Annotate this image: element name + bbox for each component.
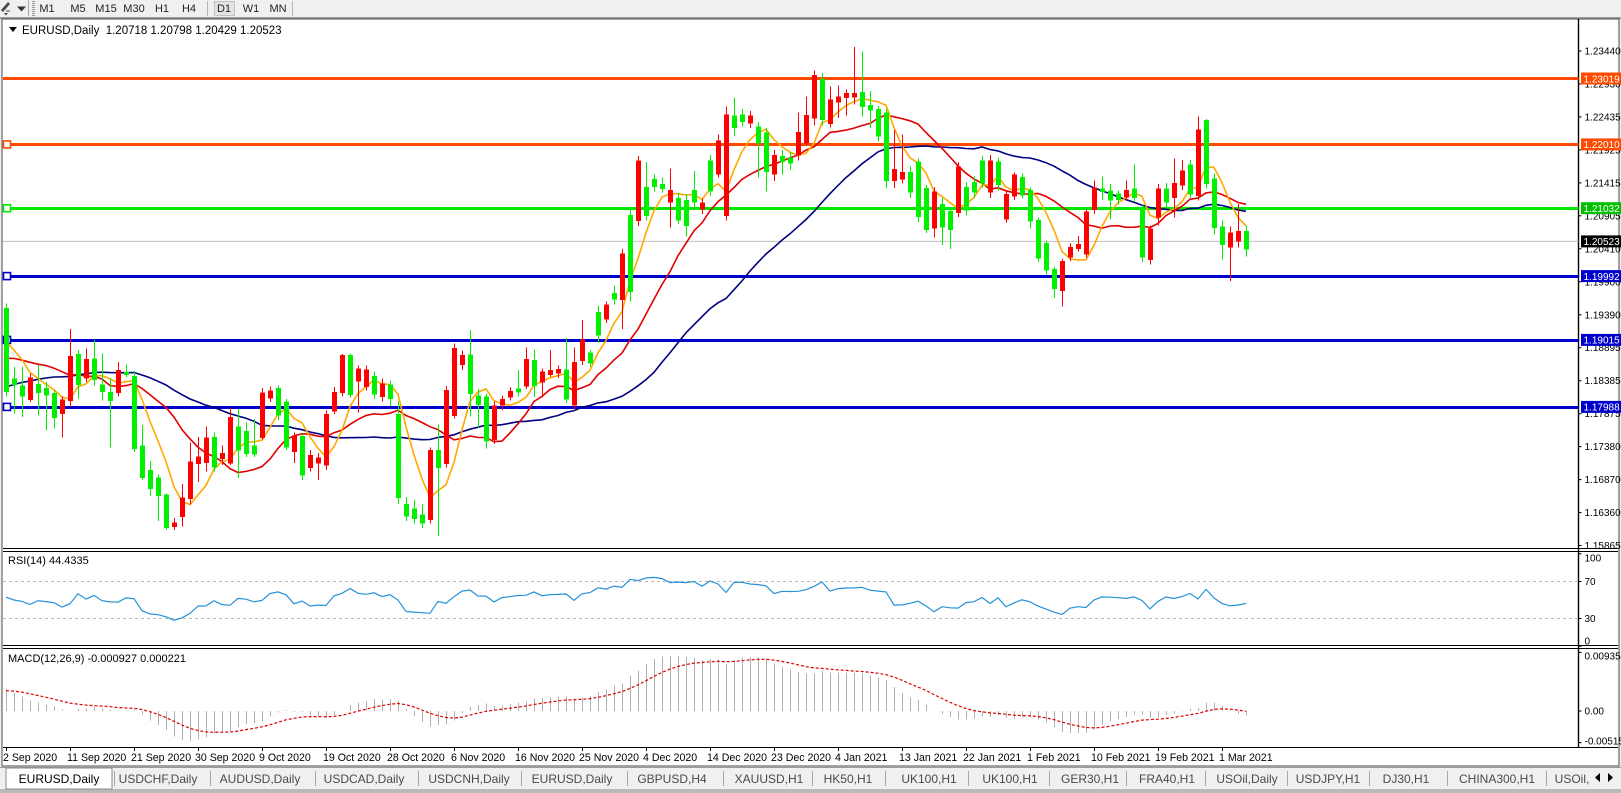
svg-text:EURUSD,Daily 1.20718 1.20798: EURUSD,Daily 1.20718 1.20798 1.20429 1.2… [22,25,282,37]
svg-text:16 Nov 2020: 16 Nov 2020 [515,752,575,764]
svg-text:0.00: 0.00 [1585,707,1605,718]
svg-text:1.22010: 1.22010 [1584,140,1621,151]
svg-text:1.21032: 1.21032 [1584,204,1621,215]
svg-text:1.19390: 1.19390 [1585,310,1621,321]
svg-text:M5: M5 [70,3,85,15]
svg-text:4 Dec 2020: 4 Dec 2020 [643,752,697,764]
svg-text:23 Dec 2020: 23 Dec 2020 [771,752,831,764]
svg-text:HK50,H1: HK50,H1 [824,772,873,786]
svg-text:1.18895: 1.18895 [1585,343,1621,354]
svg-text:1.15865: 1.15865 [1585,541,1621,552]
svg-text:USDJPY,H1: USDJPY,H1 [1296,772,1361,786]
svg-text:19 Feb 2021: 19 Feb 2021 [1155,752,1215,764]
svg-text:1.21925: 1.21925 [1585,145,1621,156]
svg-text:H1: H1 [155,3,169,15]
svg-text:M15: M15 [95,3,116,15]
svg-text:AUDUSD,Daily: AUDUSD,Daily [220,772,301,786]
svg-text:11 Sep 2020: 11 Sep 2020 [67,752,126,764]
svg-text:USDCNH,Daily: USDCNH,Daily [428,772,509,786]
svg-text:14 Dec 2020: 14 Dec 2020 [707,752,767,764]
svg-text:M1: M1 [39,3,54,15]
svg-text:1.20523: 1.20523 [1584,237,1621,248]
svg-text:1.23019: 1.23019 [1584,74,1621,85]
svg-text:19 Oct 2020: 19 Oct 2020 [323,752,381,764]
svg-text:MN: MN [269,3,286,15]
svg-text:1 Feb 2021: 1 Feb 2021 [1027,752,1081,764]
svg-text:1.22930: 1.22930 [1585,80,1621,91]
svg-text:USOil,Daily: USOil,Daily [1216,772,1277,786]
svg-text:1.17988: 1.17988 [1584,403,1621,414]
svg-text:100: 100 [1585,554,1602,565]
svg-text:10 Feb 2021: 10 Feb 2021 [1091,752,1151,764]
svg-text:9 Oct 2020: 9 Oct 2020 [259,752,311,764]
svg-text:FRA40,H1: FRA40,H1 [1139,772,1195,786]
svg-text:UK100,H1: UK100,H1 [982,772,1038,786]
svg-text:4 Jan 2021: 4 Jan 2021 [835,752,888,764]
svg-text:DJ30,H1: DJ30,H1 [1383,772,1430,786]
svg-text:22 Jan 2021: 22 Jan 2021 [963,752,1021,764]
svg-text:W1: W1 [243,3,260,15]
svg-text:1.20905: 1.20905 [1585,211,1621,222]
svg-text:1.16360: 1.16360 [1585,508,1621,519]
svg-text:1.20410: 1.20410 [1585,244,1621,255]
svg-text:1.19992: 1.19992 [1584,272,1621,283]
svg-text:USDCAD,Daily: USDCAD,Daily [324,772,405,786]
svg-text:EURUSD,Daily: EURUSD,Daily [532,772,613,786]
svg-text:30 Sep 2020: 30 Sep 2020 [195,752,255,764]
svg-text:0: 0 [1585,637,1591,648]
svg-text:M30: M30 [123,3,144,15]
svg-text:MACD(12,26,9) -0.000927 0.0002: MACD(12,26,9) -0.000927 0.000221 [8,653,186,665]
svg-text:6 Nov 2020: 6 Nov 2020 [451,752,505,764]
svg-text:2 Sep 2020: 2 Sep 2020 [3,752,57,764]
svg-text:-0.0051560: -0.0051560 [1585,737,1621,748]
svg-text:D1: D1 [217,3,231,15]
svg-text:1.17875: 1.17875 [1585,409,1621,420]
svg-text:1.21415: 1.21415 [1585,178,1621,189]
svg-text:13 Jan 2021: 13 Jan 2021 [899,752,957,764]
svg-text:USOil,: USOil, [1555,772,1590,786]
svg-text:70: 70 [1585,577,1597,588]
svg-text:1 Mar 2021: 1 Mar 2021 [1219,752,1273,764]
svg-text:25 Nov 2020: 25 Nov 2020 [579,752,639,764]
svg-text:30: 30 [1585,614,1597,625]
svg-text:1.17380: 1.17380 [1585,442,1621,453]
svg-text:XAUUSD,H1: XAUUSD,H1 [735,772,804,786]
svg-text:1.23440: 1.23440 [1585,47,1621,58]
svg-text:1.18385: 1.18385 [1585,376,1621,387]
svg-text:1.22435: 1.22435 [1585,112,1621,123]
svg-text:28 Oct 2020: 28 Oct 2020 [387,752,445,764]
svg-text:EURUSD,Daily: EURUSD,Daily [19,772,100,786]
svg-text:1.19900: 1.19900 [1585,277,1621,288]
svg-text:CHINA300,H1: CHINA300,H1 [1459,772,1535,786]
svg-text:H4: H4 [182,3,196,15]
svg-text:GER30,H1: GER30,H1 [1061,772,1119,786]
svg-text:GBPUSD,H4: GBPUSD,H4 [637,772,707,786]
svg-text:1.19015: 1.19015 [1584,336,1621,347]
svg-text:1.16870: 1.16870 [1585,475,1621,486]
svg-text:USDCHF,Daily: USDCHF,Daily [119,772,198,786]
svg-text:UK100,H1: UK100,H1 [901,772,957,786]
svg-text:0.0093540: 0.0093540 [1585,652,1621,663]
svg-text:RSI(14) 44.4335: RSI(14) 44.4335 [8,555,89,567]
svg-text:21 Sep 2020: 21 Sep 2020 [131,752,191,764]
